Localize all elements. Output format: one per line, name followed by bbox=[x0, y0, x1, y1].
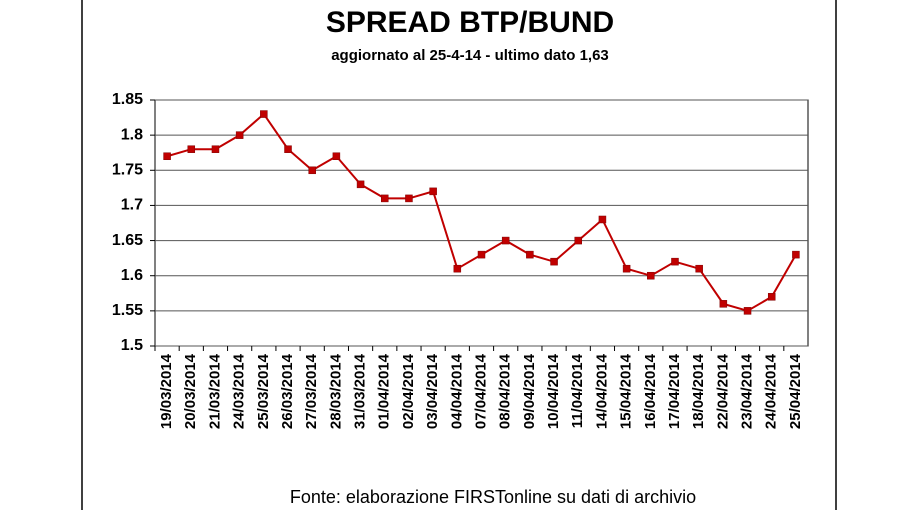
data-point bbox=[429, 187, 437, 196]
data-point bbox=[187, 145, 196, 153]
plot-area bbox=[154, 99, 809, 347]
x-tick-label: 03/04/2014 bbox=[424, 353, 441, 429]
y-tick-label: 1.85 bbox=[112, 91, 143, 108]
x-tick-label: 02/04/2014 bbox=[400, 353, 417, 429]
x-tick-label: 07/04/2014 bbox=[472, 353, 489, 429]
data-point bbox=[381, 194, 389, 203]
x-tick-label: 27/03/2014 bbox=[303, 353, 320, 429]
data-point bbox=[163, 152, 171, 160]
x-tick-label: 04/04/2014 bbox=[448, 353, 465, 429]
x-tick-label: 17/04/2014 bbox=[666, 353, 683, 429]
x-tick-label: 24/03/2014 bbox=[231, 353, 248, 429]
chart-title: SPREAD BTP/BUND bbox=[326, 6, 614, 39]
data-point bbox=[526, 250, 534, 259]
y-tick-label: 1.7 bbox=[121, 197, 143, 214]
x-tick-label: 25/04/2014 bbox=[787, 353, 804, 429]
x-tick-label: 20/03/2014 bbox=[182, 353, 199, 429]
x-tick-label: 08/04/2014 bbox=[497, 353, 514, 429]
x-tick-label: 26/03/2014 bbox=[279, 353, 296, 429]
x-tick-label: 31/03/2014 bbox=[352, 353, 369, 429]
data-line bbox=[166, 112, 797, 312]
y-tick-label: 1.6 bbox=[121, 267, 143, 284]
chart-subtitle: aggiornato al 25-4-14 - ultimo dato 1,63 bbox=[331, 47, 609, 64]
x-tick-label: 10/04/2014 bbox=[545, 353, 562, 429]
data-point bbox=[647, 271, 655, 280]
x-tick-label: 18/04/2014 bbox=[690, 353, 707, 429]
data-point bbox=[719, 300, 728, 308]
data-point bbox=[574, 236, 582, 245]
x-tick-label: 22/04/2014 bbox=[714, 353, 731, 429]
data-point bbox=[356, 180, 365, 189]
data-point bbox=[598, 215, 607, 224]
x-tick-label: 09/04/2014 bbox=[521, 353, 538, 429]
x-tick-label: 11/04/2014 bbox=[569, 353, 586, 428]
data-point bbox=[405, 194, 413, 203]
data-point bbox=[501, 236, 510, 245]
x-tick-label: 01/04/2014 bbox=[376, 353, 393, 429]
x-tick-label: 21/03/2014 bbox=[206, 353, 223, 429]
y-tick-label: 1.5 bbox=[121, 337, 143, 354]
y-tick-label: 1.65 bbox=[112, 232, 143, 249]
data-point bbox=[260, 110, 268, 118]
data-point bbox=[284, 145, 292, 153]
data-point bbox=[622, 264, 631, 273]
y-tick-label: 1.75 bbox=[112, 162, 143, 179]
x-tick-label: 24/04/2014 bbox=[763, 353, 780, 429]
y-tick-label: 1.55 bbox=[112, 302, 143, 319]
data-point bbox=[550, 257, 558, 266]
x-tick-label: 23/04/2014 bbox=[739, 353, 756, 429]
data-point bbox=[235, 131, 244, 139]
x-tick-label: 28/03/2014 bbox=[327, 353, 344, 429]
data-point bbox=[743, 307, 752, 315]
data-point bbox=[792, 250, 800, 259]
data-point bbox=[767, 293, 776, 301]
data-point bbox=[477, 250, 486, 259]
x-tick-label: 14/04/2014 bbox=[593, 353, 610, 429]
source-note: Fonte: elaborazione FIRSTonline su dati … bbox=[290, 487, 696, 507]
x-tick-label: 16/04/2014 bbox=[642, 353, 659, 429]
data-point bbox=[671, 257, 679, 266]
x-tick-label: 19/03/2014 bbox=[158, 353, 175, 429]
data-point bbox=[332, 152, 341, 160]
data-point bbox=[308, 166, 316, 175]
x-tick-label: 25/03/2014 bbox=[255, 353, 272, 429]
data-point bbox=[211, 145, 220, 153]
y-tick-label: 1.8 bbox=[121, 126, 143, 143]
x-tick-label: 15/04/2014 bbox=[618, 353, 635, 429]
data-point bbox=[453, 264, 462, 273]
data-point bbox=[695, 264, 703, 273]
